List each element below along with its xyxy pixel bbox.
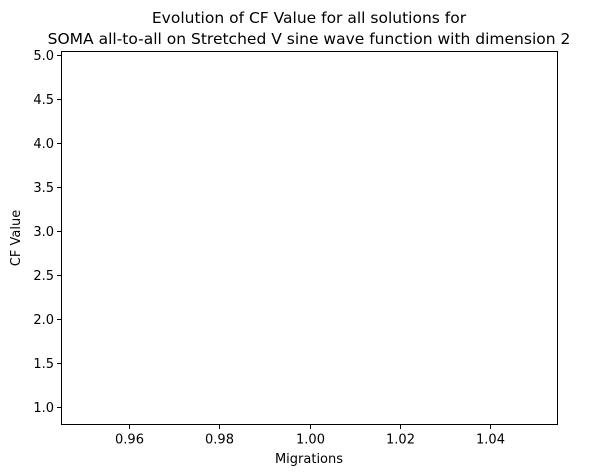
y-tick-label: 1.0 [33, 401, 54, 416]
y-tick-label: 2.5 [33, 269, 54, 284]
y-tick-label: 3.5 [33, 181, 54, 196]
y-tick-label: 5.0 [33, 49, 54, 64]
y-axis-ticks: 1.0 1.5 2.0 2.5 3.0 3.5 4.0 4.5 5.0 [33, 49, 62, 416]
y-tick-label: 4.5 [33, 93, 54, 108]
x-tick-label: 1.04 [476, 433, 505, 448]
y-tick-label: 3.0 [33, 225, 54, 240]
x-axis-label: Migrations [275, 452, 343, 467]
chart-subtitle: SOMA all-to-all on Stretched V sine wave… [48, 30, 571, 48]
y-axis-label: CF Value [9, 210, 24, 266]
y-tick-label: 1.5 [33, 357, 54, 372]
y-tick-label: 4.0 [33, 137, 54, 152]
x-tick-label: 0.96 [115, 433, 144, 448]
x-tick-label: 1.00 [296, 433, 325, 448]
y-tick-label: 2.0 [33, 313, 54, 328]
x-tick-label: 1.02 [386, 433, 415, 448]
plot-area-frame [61, 51, 558, 425]
x-axis-ticks: 0.96 0.98 1.00 1.02 1.04 [115, 424, 505, 448]
x-tick-label: 0.98 [205, 433, 234, 448]
chart-title: Evolution of CF Value for all solutions … [152, 9, 467, 27]
